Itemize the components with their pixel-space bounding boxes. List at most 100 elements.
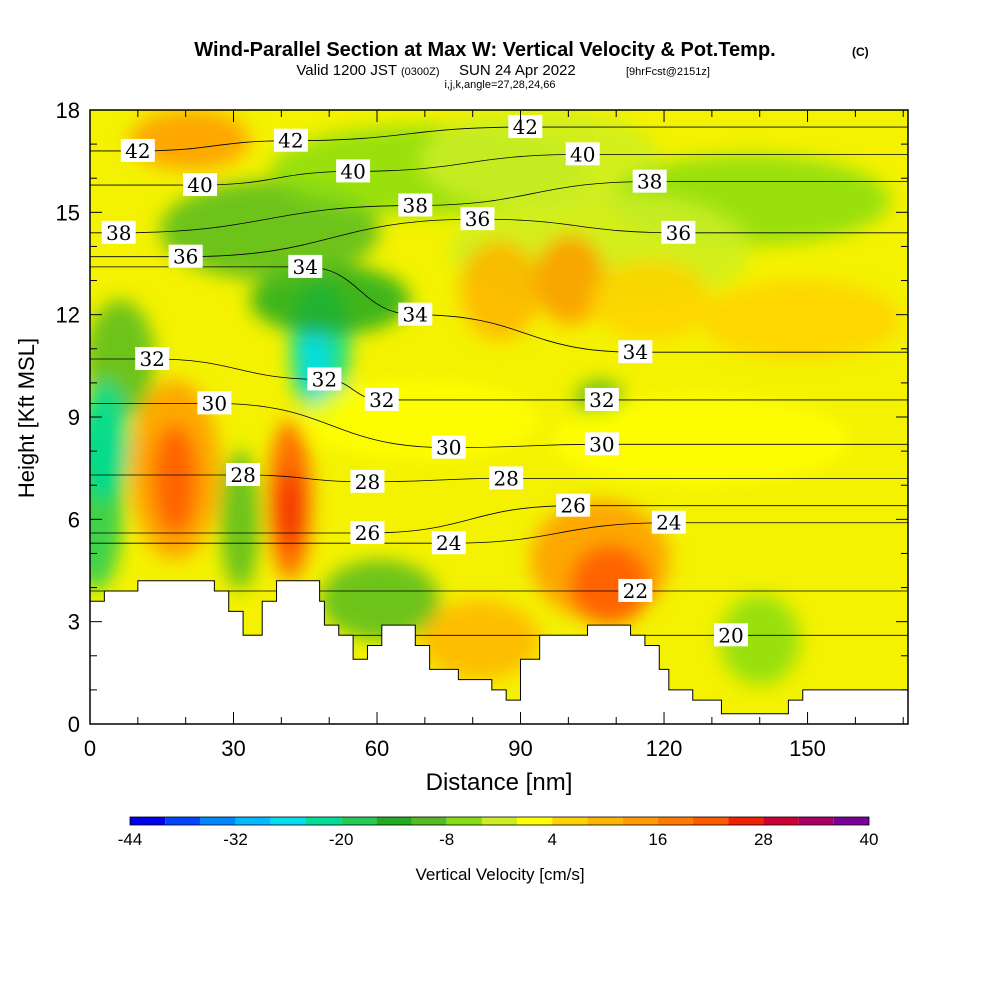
colorbar-tick-label: -32: [223, 830, 248, 849]
isentrope-label-box: [398, 302, 433, 326]
colorbar-label: Vertical Velocity [cm/s]: [415, 865, 584, 884]
velocity-blob: [700, 280, 900, 360]
chart-title: Wind-Parallel Section at Max W: Vertical…: [194, 39, 775, 61]
colorbar-swatch: [235, 817, 271, 825]
isentrope-label: 26: [355, 521, 380, 545]
isentrope-label-box: [168, 244, 203, 268]
isentrope-label-box: [584, 432, 619, 456]
colorbar-swatch: [446, 817, 482, 825]
colorbar-swatch: [798, 817, 834, 825]
velocity-blob: [590, 260, 710, 340]
velocity-blob: [460, 240, 540, 340]
isentrope-label: 40: [570, 142, 595, 166]
y-tick-label: 12: [56, 303, 80, 328]
isentrope-label: 32: [589, 388, 614, 412]
isentrope-label-box: [364, 387, 399, 411]
isentrope-label-box: [197, 391, 232, 415]
colorbar-tick-label: 28: [754, 830, 773, 849]
velocity-blob: [153, 425, 197, 535]
isentrope-label: 20: [718, 623, 743, 647]
isentrope-label: 24: [436, 531, 461, 555]
isentrope-label: 26: [560, 494, 585, 518]
isentrope-label-box: [489, 466, 524, 490]
y-tick-label: 3: [68, 610, 80, 635]
isentrope-label: 34: [293, 255, 318, 279]
isentrope-label-box: [398, 193, 433, 217]
colorbar-tick-label: -8: [439, 830, 454, 849]
isentrope-labels: 20 22 24 24 26 26 28 28 28 30 30 30 32 32 32 32 34 34 34 36…: [101, 115, 749, 647]
isentrope-label: 40: [340, 159, 365, 183]
axis-ticks: [89, 109, 908, 725]
isentrope-label-box: [661, 220, 696, 244]
isentrope-label-box: [336, 159, 371, 183]
colorbar-tick-labels: -44 -32 -20 -8 4 16 28 40: [118, 830, 879, 849]
colorbar: [129, 816, 870, 826]
isentrope-label-box: [565, 142, 600, 166]
colorbar-tick-label: -20: [329, 830, 354, 849]
velocity-blob: [320, 560, 440, 640]
isentrope-label-box: [508, 115, 543, 139]
x-tick-label: 90: [508, 736, 532, 761]
velocity-blob: [300, 380, 540, 460]
isentrope-label-box: [120, 138, 155, 162]
colorbar-swatch: [165, 817, 201, 825]
y-tick-label: 0: [68, 712, 80, 737]
isentrope-label-box: [632, 169, 667, 193]
isentrope-label-box: [350, 469, 385, 493]
isentrope-label: 32: [369, 388, 394, 412]
isentrope-label: 28: [230, 463, 255, 487]
isentrope-label: 36: [666, 221, 691, 245]
subtitle-date: SUN 24 Apr 2022: [459, 62, 576, 79]
colorbar-swatch: [657, 817, 694, 825]
isentrope-label-box: [431, 531, 466, 555]
isentrope-label: 30: [589, 432, 614, 456]
y-tick-label: 18: [56, 98, 80, 123]
colorbar-swatch: [763, 817, 799, 825]
velocity-blob: [280, 470, 300, 550]
colorbar-swatch: [200, 817, 236, 825]
velocity-blob: [250, 265, 410, 335]
velocity-blob: [570, 545, 650, 625]
y-axis-label: Height [Kft MSL]: [14, 338, 39, 498]
colorbar-swatch: [693, 817, 729, 825]
x-tick-label: 60: [365, 736, 389, 761]
isentrope-label-box: [556, 493, 591, 517]
isentrope-label-box: [714, 623, 749, 647]
subtitle-utc: (0300Z): [401, 66, 440, 78]
isentrope-label: 28: [493, 466, 518, 490]
y-tick-label: 6: [68, 507, 80, 532]
x-tick-label: 120: [646, 736, 683, 761]
colorbar-swatch: [341, 817, 377, 825]
colorbar-swatch: [481, 817, 518, 825]
isentrope-label-box: [226, 462, 261, 486]
isentrope-label: 34: [403, 303, 428, 327]
velocity-blob: [535, 235, 605, 325]
isentrope-26: [90, 505, 908, 534]
subtitle-valid: Valid 1200 JST: [296, 62, 397, 79]
colorbar-swatch: [270, 817, 306, 825]
y-tick-label: 15: [56, 200, 80, 225]
chart-subtitle: Valid 1200 JST (0300Z) SUN 24 Apr 2022 […: [296, 62, 710, 79]
isentrope-34: [90, 266, 908, 353]
isentrope-label: 36: [173, 245, 198, 269]
colorbar-tick-label: 4: [548, 830, 557, 849]
isentrope-label: 38: [637, 170, 662, 194]
x-tick-labels: 0 30 60 90 120 150: [84, 736, 826, 761]
isentrope-label: 30: [436, 436, 461, 460]
x-tick-label: 0: [84, 736, 96, 761]
colorbar-swatch: [728, 817, 764, 825]
terrain-mask: [90, 580, 908, 724]
colorbar-swatch: [552, 817, 588, 825]
isentrope-24: [90, 522, 908, 544]
isentrope-label-box: [618, 578, 653, 602]
isentrope-label: 22: [623, 579, 648, 603]
colorbar-tick-label: 40: [860, 830, 879, 849]
isentrope-label: 40: [187, 173, 212, 197]
colorbar-swatch: [411, 817, 447, 825]
isentrope-label: 34: [623, 340, 648, 364]
colorbar-swatch: [587, 817, 623, 825]
colorbar-frame: [129, 816, 870, 826]
colorbar-tick-label: 16: [648, 830, 667, 849]
isentrope-label-box: [273, 128, 308, 152]
